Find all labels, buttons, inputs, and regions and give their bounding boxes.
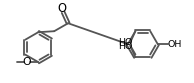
Text: HO: HO <box>118 38 133 47</box>
Text: O: O <box>23 57 31 67</box>
Text: HO: HO <box>118 42 133 51</box>
Text: O: O <box>58 2 67 15</box>
Text: OH: OH <box>167 40 182 49</box>
